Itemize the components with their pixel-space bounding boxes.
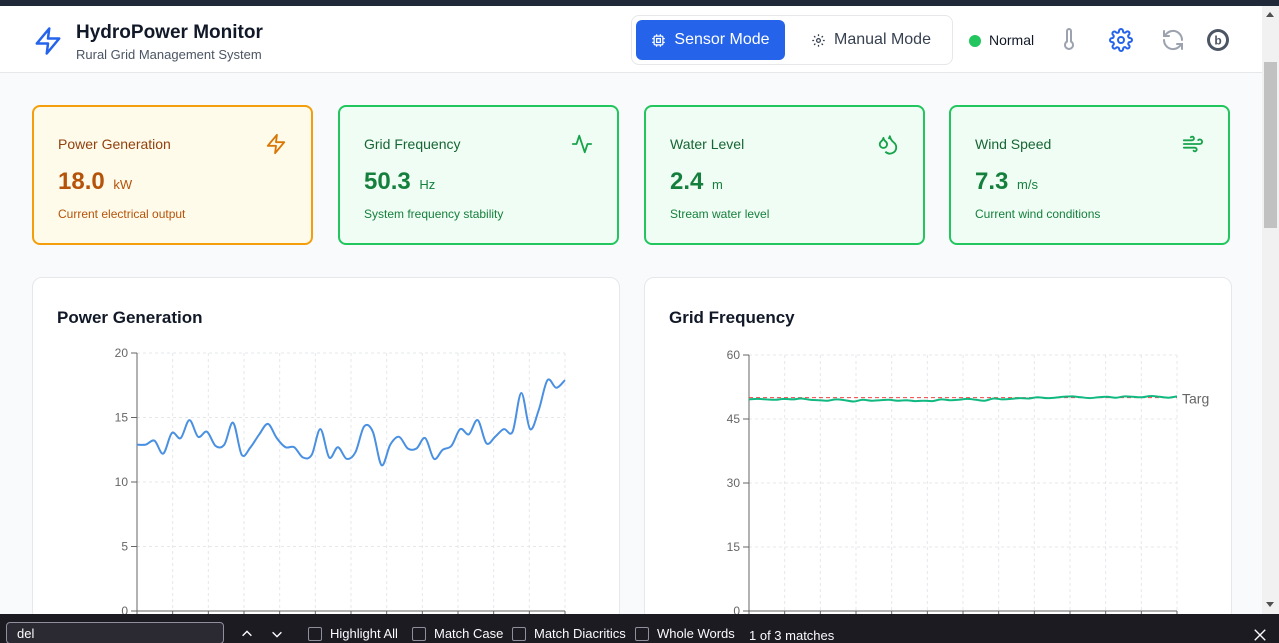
power-chart-panel: Power Generation 0 5 10 15 20 (32, 277, 620, 622)
scrollbar-thumb[interactable] (1264, 62, 1277, 228)
power-chart: 0 5 10 15 20 (115, 346, 566, 618)
match-diacritics-checkbox[interactable]: Match Diacritics (512, 626, 626, 641)
checkbox-box[interactable] (308, 626, 322, 641)
series-line (136, 378, 566, 467)
card-unit: Hz (419, 177, 436, 192)
card-wind-speed: Wind Speed 7.3 m/s Current wind conditio… (949, 105, 1230, 245)
card-grid-frequency: Grid Frequency 50.3 Hz System frequency … (338, 105, 619, 245)
scroll-up-arrow-icon[interactable] (1266, 12, 1274, 17)
frequency-chart-panel: Grid Frequency 0 15 30 45 60 Targ (644, 277, 1232, 622)
app-header: HydroPower Monitor Rural Grid Management… (0, 6, 1262, 73)
find-bar: Highlight All Match Case Match Diacritic… (0, 614, 1279, 643)
lightning-logo-icon (35, 27, 61, 55)
card-value: 18.0 kW (58, 168, 132, 196)
find-previous-icon[interactable] (240, 627, 254, 641)
window-top-border (0, 0, 1279, 6)
sensor-mode-label: Sensor Mode (674, 31, 770, 48)
bitcoin-icon[interactable]: b (1206, 28, 1230, 52)
y-tick-label: 10 (115, 475, 129, 489)
y-tick-label: 5 (121, 540, 128, 554)
find-input[interactable] (6, 622, 224, 643)
card-label: Water Level (670, 136, 745, 152)
refresh-icon[interactable] (1161, 28, 1185, 52)
chart-title: Grid Frequency (669, 308, 795, 327)
card-value: 7.3 m/s (975, 168, 1038, 196)
highlight-all-checkbox[interactable]: Highlight All (308, 626, 398, 641)
y-tick-label: 30 (727, 476, 741, 490)
manual-mode-button[interactable]: Manual Mode (796, 20, 946, 60)
card-value-number: 2.4 (670, 168, 704, 195)
card-label: Power Generation (58, 136, 171, 152)
checkbox-label: Whole Words (657, 626, 735, 641)
lightning-icon (266, 133, 286, 155)
y-tick-label: 0 (733, 604, 740, 618)
checkbox-box[interactable] (412, 626, 426, 641)
y-tick-label: 15 (115, 411, 129, 425)
checkbox-label: Match Case (434, 626, 504, 641)
chip-icon (652, 33, 666, 47)
activity-icon (571, 134, 593, 154)
card-value-number: 7.3 (975, 168, 1009, 195)
frequency-chart: 0 15 30 45 60 Targ (727, 348, 1210, 618)
series-line (748, 394, 1178, 403)
gear-icon[interactable] (1109, 28, 1133, 52)
checkbox-box[interactable] (635, 626, 649, 641)
find-match-count: 1 of 3 matches (749, 628, 835, 643)
wind-icon (1182, 135, 1204, 153)
reference-line-label: Targ (1182, 391, 1209, 407)
card-unit: kW (113, 177, 133, 192)
checkbox-label: Match Diacritics (534, 626, 626, 641)
app-subtitle: Rural Grid Management System (76, 47, 262, 62)
card-power-generation: Power Generation 18.0 kW Current electri… (32, 105, 313, 245)
card-value: 2.4 m (670, 168, 723, 196)
close-icon[interactable] (1253, 628, 1267, 642)
app-title: HydroPower Monitor (76, 22, 263, 43)
scroll-down-arrow-icon[interactable] (1266, 602, 1274, 607)
checkbox-label: Highlight All (330, 626, 398, 641)
card-description: Current electrical output (58, 207, 186, 221)
card-unit: m/s (1017, 177, 1038, 192)
card-label: Grid Frequency (364, 136, 461, 152)
status-text: Normal (989, 32, 1035, 48)
page-scrollbar[interactable] (1262, 6, 1279, 614)
card-value-number: 18.0 (58, 168, 105, 195)
status-indicator-icon (969, 35, 981, 47)
whole-words-checkbox[interactable]: Whole Words (635, 626, 735, 641)
y-tick-label: 60 (727, 348, 741, 362)
match-case-checkbox[interactable]: Match Case (412, 626, 503, 641)
thermometer-icon[interactable] (1057, 28, 1081, 52)
card-description: Stream water level (670, 207, 770, 221)
sensor-mode-button[interactable]: Sensor Mode (636, 20, 785, 60)
checkbox-box[interactable] (512, 626, 526, 641)
chart-title: Power Generation (57, 308, 203, 327)
droplets-icon (878, 135, 898, 155)
card-label: Wind Speed (975, 136, 1052, 152)
manual-mode-label: Manual Mode (834, 31, 931, 48)
card-unit: m (712, 177, 723, 192)
find-next-icon[interactable] (270, 627, 284, 641)
y-tick-label: 20 (115, 346, 129, 360)
y-tick-label: 0 (121, 604, 128, 618)
card-value: 50.3 Hz (364, 168, 435, 196)
card-description: System frequency stability (364, 207, 504, 221)
card-description: Current wind conditions (975, 207, 1101, 221)
card-water-level: Water Level 2.4 m Stream water level (644, 105, 925, 245)
card-value-number: 50.3 (364, 168, 411, 195)
mode-toggle: Sensor Mode Manual Mode (631, 15, 953, 65)
y-tick-label: 45 (727, 412, 741, 426)
y-tick-label: 15 (727, 540, 741, 554)
svg-text:b: b (1214, 34, 1221, 48)
cog-icon (812, 33, 825, 47)
